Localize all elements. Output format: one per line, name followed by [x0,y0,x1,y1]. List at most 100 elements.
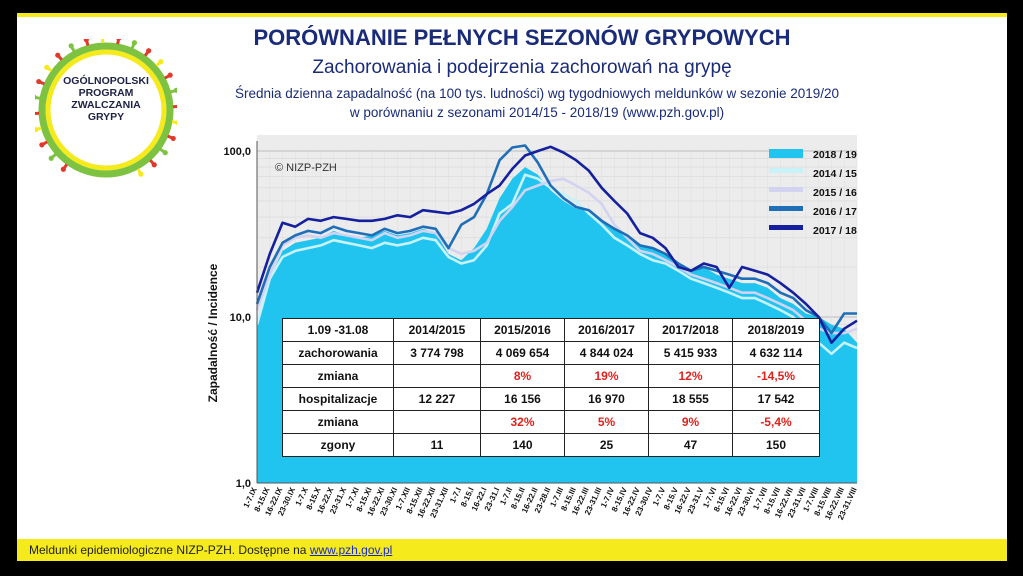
line-series-layer [255,144,858,356]
logo-spike-dot [35,111,36,116]
legend-label: 2014 / 15 [813,168,857,180]
table-header-row: 1.09 -31.08 2014/2015 2015/2016 2016/201… [282,318,820,342]
legend: 2018 / 19 2014 / 15 2015 / 16 2016 / 17 2017… [769,149,857,237]
season-stats-table: 1.09 -31.08 2014/2015 2015/2016 2016/201… [282,318,820,457]
incidence-chart: 1,0 10,0 100,0 1-7.IX8-15.IX16-22.IX23-30.… [206,135,859,521]
logo-spike-dot [173,87,177,93]
table-cell [393,364,481,388]
legend-swatch [769,149,803,158]
logo-spike-dot [35,127,39,133]
logo-spike-dot [162,150,168,156]
footer-text: Meldunki epidemiologiczne NIZP-PZH. Dost… [29,543,310,557]
table-header-cell: 2015/2016 [480,318,565,342]
y-tick-label: 100,0 [223,146,251,158]
logo-spike-dot [36,78,42,85]
logo-spike-dot [48,155,54,161]
page-title: PORÓWNANIE PEŁNYCH SEZONÓW GRYPOWYCH [253,25,791,50]
footer: Meldunki epidemiologiczne NIZP-PZH. Dost… [29,543,392,557]
table-cell: 47 [648,433,733,457]
table-cell: 9% [648,410,733,434]
logo-spike-dot [170,135,176,142]
y-axis: 1,0 10,0 100,0 [223,141,258,490]
legend-label: 2016 / 17 [813,206,857,218]
footer-link[interactable]: www.pzh.gov.pl [309,543,393,557]
logo-spike-dot [55,52,61,58]
table-cell: 12% [648,364,733,388]
logo-spike-dot [44,64,50,70]
program-logo [35,39,177,178]
table-row: zmiana 8% 19% 12% -14,5% [282,364,820,388]
table-cell: 3 774 798 [393,341,481,365]
table-row-label: hospitalizacje [282,387,394,411]
y-tick-label: 10,0 [230,312,251,324]
table-row-label: zachorowania [282,341,394,365]
table-cell: 12 227 [393,387,481,411]
legend-swatch [769,168,803,173]
table-cell: 32% [480,410,565,434]
legend-swatch [769,206,803,211]
legend-swatch [769,225,803,230]
table-cell: 16 970 [564,387,649,411]
logo-spike-dot [100,39,105,40]
legend-label: 2018 / 19 [813,149,857,161]
y-axis-label: Zapadalność / Incidence [206,263,220,402]
table-cell: 150 [732,433,820,457]
series-line-2017-18 [255,145,858,344]
logo-spike-dot [151,162,157,168]
logo-line-3: ZWALCZANIA [71,99,141,111]
logo-spike-dot [35,94,37,100]
logo-spike-dot [39,142,45,148]
logo-line-4: GRYPY [87,111,125,123]
table-cell: 25 [564,433,649,457]
logo-line-1: OGÓLNOPOLSKI [63,75,149,87]
series-line-2015-16 [255,177,858,335]
slide: OGÓLNOPOLSKI PROGRAM ZWALCZANIA GRYPY PO… [17,13,1007,561]
table-cell: 19% [564,364,649,388]
series-line-2016-17 [255,144,857,335]
legend-label: 2017 / 18 [813,225,857,237]
table-row: zgony 11 140 25 47 150 [282,433,820,457]
description-line-1: Średnia dzienna zapadalność (na 100 tys.… [234,86,840,101]
logo-text: OGÓLNOPOLSKI PROGRAM ZWALCZANIA GRYPY [35,75,177,123]
table-row: zmiana 32% 5% 9% -5,4% [282,410,820,434]
x-axis: 1-7.IX8-15.IX16-22.IX23-30.IX1-7.X8-15.X… [242,482,859,521]
y-tick-label: 1,0 [236,478,251,490]
table-cell: -5,4% [732,410,820,434]
watermark: © NIZP-PZH [275,162,337,174]
logo-spike-dot [83,39,89,43]
table-header-cell: 2016/2017 [564,318,649,342]
table-header-cell: 2018/2019 [732,318,820,342]
table-row-label: zgony [282,433,394,457]
table-cell [393,410,481,434]
top-yellow-band [17,13,1007,17]
description-line-2: w porównaniu z sezonami 2014/15 - 2018/1… [349,105,725,120]
table-header-cell: 1.09 -31.08 [282,318,394,342]
table-cell: 18 555 [648,387,733,411]
table-cell: -14,5% [732,364,820,388]
legend-swatch [769,187,803,192]
table-header-cell: 2017/2018 [648,318,733,342]
table-cell: 16 156 [480,387,565,411]
table-cell: 11 [393,433,481,457]
table-cell: 4 069 654 [480,341,565,365]
footer-band [17,539,1007,561]
legend-label: 2015 / 16 [813,187,857,199]
logo-line-2: PROGRAM [78,87,134,99]
table-cell: 4 632 114 [732,341,820,365]
logo-spike-dot [60,166,66,172]
page-subtitle: Zachorowania i podejrzenia zachorowań na… [312,57,732,78]
table-header-cell: 2014/2015 [393,318,481,342]
table-row-label: zmiana [282,364,394,388]
logo-spike-dot [68,43,74,49]
table-row-label: zmiana [282,410,394,434]
table-cell: 4 844 024 [564,341,649,365]
logo-spike-dot [116,39,122,41]
logo-spike-dot [175,120,177,126]
table-cell: 17 542 [732,387,820,411]
table-row: zachorowania 3 774 798 4 069 654 4 844 024 5… [282,341,820,365]
table-cell: 5 415 933 [648,341,733,365]
logo-spike-dot [167,72,173,78]
table-cell: 140 [480,433,565,457]
logo-spike-dot [158,59,164,65]
